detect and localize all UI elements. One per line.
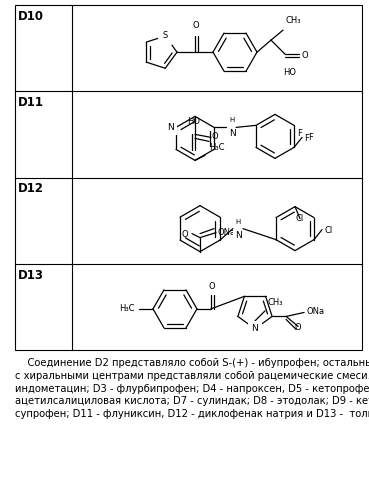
Text: H₃C: H₃C	[209, 144, 224, 152]
Text: O: O	[212, 132, 218, 141]
Text: O: O	[193, 21, 199, 30]
Text: N: N	[235, 230, 242, 239]
Text: N: N	[229, 130, 236, 138]
Text: Соединение D2 представляло собой S-(+) - ибупрофен; остальные соединения
с хирал: Соединение D2 представляло собой S-(+) -…	[15, 358, 369, 419]
Text: F: F	[308, 133, 313, 142]
Text: HO: HO	[283, 68, 296, 77]
Text: D13: D13	[18, 269, 44, 282]
Text: H: H	[229, 118, 234, 124]
Text: N: N	[252, 324, 258, 334]
Text: D11: D11	[18, 96, 44, 110]
Text: H₃C: H₃C	[120, 304, 135, 314]
Text: CH₃: CH₃	[286, 16, 301, 25]
Text: N: N	[167, 123, 174, 132]
Text: ONa: ONa	[306, 307, 324, 316]
Text: ONa: ONa	[218, 228, 236, 237]
Text: H: H	[235, 218, 240, 224]
Text: F: F	[298, 130, 303, 138]
Text: HO: HO	[187, 118, 200, 126]
Text: O: O	[209, 282, 215, 291]
Text: Cl: Cl	[324, 226, 332, 234]
Text: F: F	[304, 134, 309, 143]
Bar	[15, 5, 362, 350]
Text: D10: D10	[18, 10, 44, 23]
Text: S: S	[163, 32, 168, 40]
Text: O: O	[302, 50, 308, 59]
Text: O: O	[295, 324, 301, 332]
Text: D12: D12	[18, 182, 44, 196]
Text: Cl: Cl	[296, 214, 304, 222]
Text: O: O	[182, 230, 188, 239]
Text: CH₃: CH₃	[267, 298, 283, 307]
